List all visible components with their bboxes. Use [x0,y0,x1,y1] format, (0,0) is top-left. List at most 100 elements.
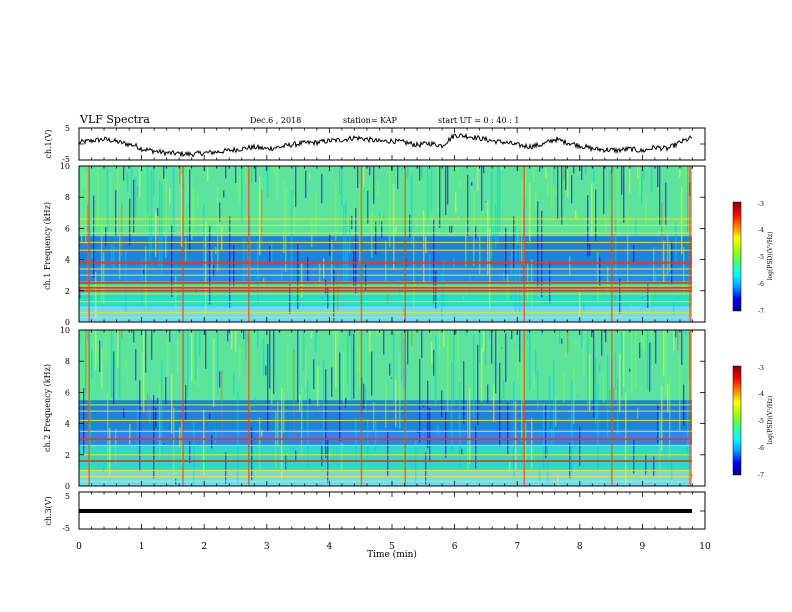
time-column [667,231,669,274]
impulsive-event [523,330,525,486]
time-column [659,166,661,226]
time-column [291,190,293,281]
time-column [163,443,165,445]
ch2-spectrogram [79,330,705,486]
time-column [429,407,431,462]
time-column [455,192,457,213]
ch1-ytick-4: 4 [65,256,70,265]
time-column [577,216,579,220]
time-column [415,283,417,286]
time-column [531,418,533,468]
time-column [445,411,447,458]
time-column [593,166,595,182]
time-column [549,376,551,409]
time-column [599,256,601,286]
xtick-10: 10 [699,542,711,552]
time-column [669,244,671,272]
time-column [491,330,493,364]
frequency-line [79,274,692,276]
time-column [217,330,219,396]
time-column [203,410,205,476]
time-column [157,397,159,405]
impulsive-event [88,330,90,486]
time-column [407,330,409,365]
time-column [213,264,215,277]
time-column [81,375,83,377]
time-column [515,401,517,471]
time-column [277,166,279,199]
time-column [197,369,199,388]
time-column [575,209,577,219]
time-column [595,358,597,424]
time-column [427,380,429,449]
time-column [435,270,437,309]
time-column [519,330,521,363]
time-column [337,330,339,347]
time-column [363,166,365,187]
time-column [433,349,435,376]
impulsive-event [88,166,90,322]
impulsive-event [248,330,250,486]
time-column [247,330,249,343]
time-column [119,330,121,399]
time-column [159,385,161,460]
time-column [505,227,507,278]
time-column [105,330,107,362]
frequency-band [79,445,692,471]
time-column [457,330,459,359]
time-column [263,337,265,377]
time-column [575,339,577,346]
time-column [525,422,527,464]
time-column [581,166,583,180]
time-column [547,171,549,197]
impulsive-event [611,166,613,322]
frequency-line [79,444,692,447]
impulsive-event [611,330,613,486]
time-column [511,330,513,340]
time-column [357,166,359,189]
time-column [283,387,285,433]
time-column [353,250,355,286]
time-column [521,180,523,265]
time-column [355,417,357,465]
ch2-cbar-tick-5: -5 [758,418,764,425]
time-column [287,344,289,393]
time-column [439,166,441,228]
time-column [265,365,267,376]
time-column [95,272,97,320]
time-column [567,166,569,198]
time-column [539,166,541,172]
time-column [647,330,649,391]
time-column [273,330,275,394]
time-column [189,169,191,251]
time-column [563,372,565,403]
time-column [389,166,391,248]
time-column [375,420,377,453]
time-column [397,330,399,338]
time-column [345,397,347,408]
time-column [497,330,499,360]
time-column [161,183,163,276]
time-column [635,217,637,237]
time-column [615,217,617,302]
time-column [133,330,135,343]
time-column [207,330,209,334]
impulsive-event [689,330,691,486]
time-column [589,353,591,412]
time-column [109,428,111,475]
time-column [315,330,317,353]
time-column [567,330,569,354]
time-column [79,330,81,333]
time-column [643,166,645,181]
time-column [155,408,157,428]
time-column [437,424,439,435]
time-column [129,423,131,445]
time-column [369,166,371,176]
time-column [651,166,653,192]
time-column [377,330,379,336]
frequency-line [79,419,692,422]
time-column [401,166,403,172]
time-column [323,258,325,279]
time-column [241,345,243,348]
time-column [311,220,313,248]
